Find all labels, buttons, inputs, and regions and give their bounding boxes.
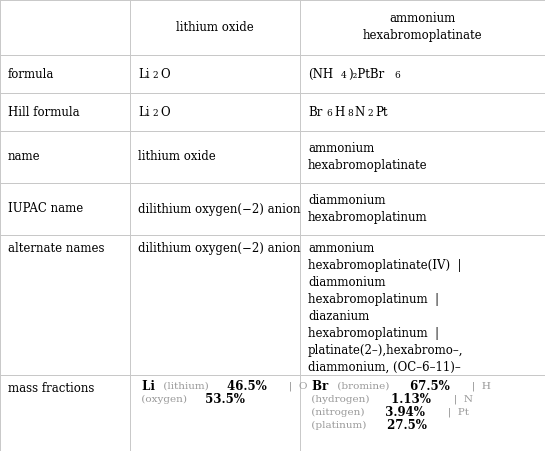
Text: alternate names: alternate names	[8, 242, 105, 255]
Text: lithium oxide: lithium oxide	[138, 151, 216, 164]
Text: O: O	[160, 106, 169, 119]
Text: Li: Li	[138, 68, 149, 80]
Text: (nitrogen): (nitrogen)	[308, 408, 365, 417]
Text: 67.5%: 67.5%	[405, 380, 449, 393]
Text: O: O	[160, 68, 169, 80]
Text: )₂PtBr: )₂PtBr	[348, 68, 384, 80]
Text: Pt: Pt	[375, 106, 387, 119]
Text: (bromine): (bromine)	[334, 382, 390, 391]
Text: |  Pt: | Pt	[438, 408, 469, 417]
Text: 3.94%: 3.94%	[381, 406, 425, 419]
Text: ammonium
hexabromoplatinate(IV)  |
diammonium
hexabromoplatinum  |
diazanium
hex: ammonium hexabromoplatinate(IV) | diammo…	[308, 242, 463, 374]
Text: mass fractions: mass fractions	[8, 382, 94, 395]
Text: dilithium oxygen(−2) anion: dilithium oxygen(−2) anion	[138, 242, 300, 255]
Text: name: name	[8, 151, 41, 164]
Text: (NH: (NH	[308, 68, 333, 80]
Text: (oxygen): (oxygen)	[138, 395, 187, 404]
Text: 53.5%: 53.5%	[201, 393, 245, 406]
Text: 6: 6	[326, 109, 332, 118]
Text: N: N	[355, 106, 365, 119]
Text: formula: formula	[8, 68, 54, 80]
Text: 8: 8	[347, 109, 353, 118]
Text: Li: Li	[138, 380, 155, 393]
Text: 46.5%: 46.5%	[223, 380, 267, 393]
Text: 1.13%: 1.13%	[387, 393, 431, 406]
Text: H: H	[334, 106, 344, 119]
Text: (lithium): (lithium)	[160, 382, 209, 391]
Text: ammonium
hexabromoplatinate: ammonium hexabromoplatinate	[308, 142, 428, 172]
Text: Hill formula: Hill formula	[8, 106, 80, 119]
Text: |  H: | H	[462, 382, 491, 391]
Text: 4: 4	[341, 71, 346, 80]
Text: 6: 6	[395, 71, 401, 80]
Text: 2: 2	[153, 71, 159, 80]
Text: lithium oxide: lithium oxide	[176, 21, 254, 34]
Text: ammonium
hexabromoplatinate: ammonium hexabromoplatinate	[362, 13, 482, 42]
Text: |  N: | N	[444, 395, 473, 404]
Text: (platinum): (platinum)	[308, 421, 366, 430]
Text: |  O: | O	[279, 382, 308, 391]
Text: 2: 2	[153, 109, 159, 118]
Text: Li: Li	[138, 106, 149, 119]
Text: Br: Br	[308, 380, 328, 393]
Text: 27.5%: 27.5%	[383, 419, 427, 432]
Text: IUPAC name: IUPAC name	[8, 202, 83, 216]
Text: diammonium
hexabromoplatinum: diammonium hexabromoplatinum	[308, 194, 428, 224]
Text: Br: Br	[308, 106, 323, 119]
Text: 2: 2	[368, 109, 373, 118]
Text: dilithium oxygen(−2) anion: dilithium oxygen(−2) anion	[138, 202, 300, 216]
Text: (hydrogen): (hydrogen)	[308, 395, 370, 404]
